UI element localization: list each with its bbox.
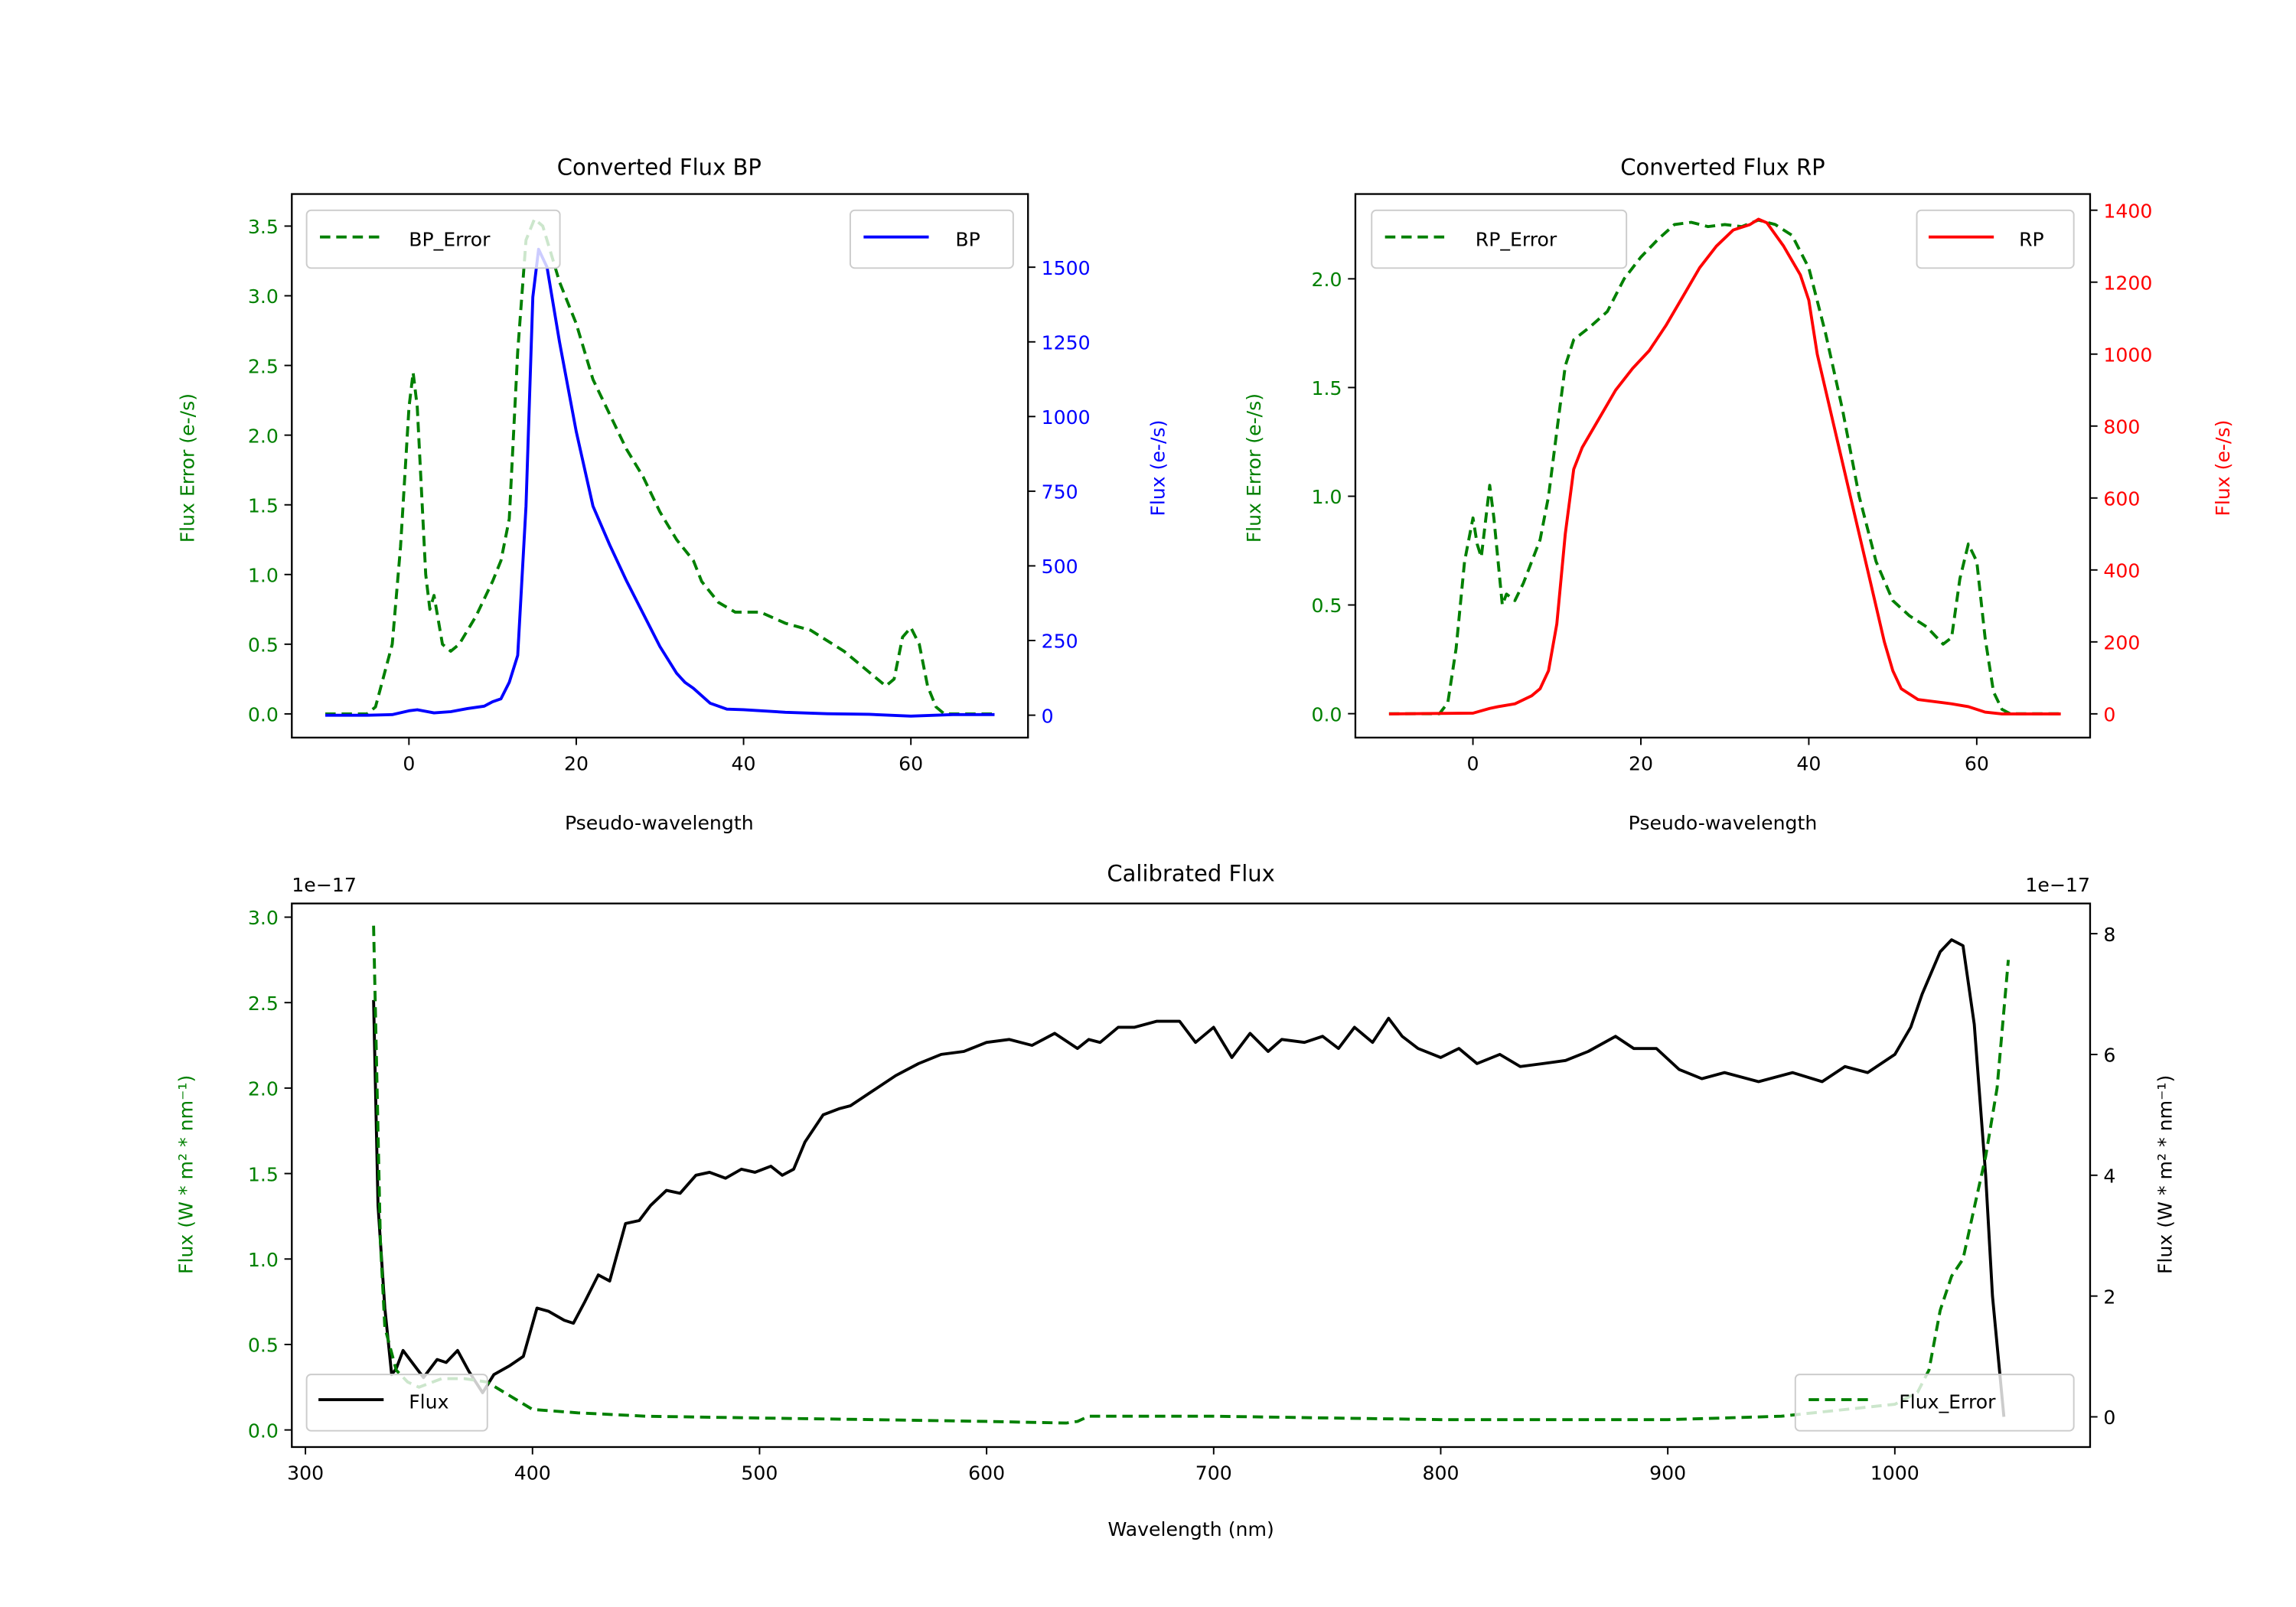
rp-legend-flux: RP bbox=[1916, 209, 2075, 269]
y2-tick-label: 0 bbox=[2103, 1407, 2115, 1429]
y2-tick-label: 250 bbox=[1042, 631, 1078, 653]
y-tick-label: 1.0 bbox=[248, 564, 279, 586]
x-tick-label: 60 bbox=[899, 752, 923, 774]
calibrated-panel: Calibrated Flux 1e−17 1e−17 300 400 500 600… bbox=[175, 861, 2177, 1540]
y2-tick-label: 600 bbox=[2103, 487, 2140, 510]
series-line-bp bbox=[325, 247, 995, 718]
y2-tick-label: 8 bbox=[2103, 924, 2115, 946]
x-tick-label: 1000 bbox=[1870, 1462, 1919, 1485]
y-tick-label: 0.0 bbox=[248, 704, 279, 726]
rp-plot-area: 0 20 40 60 0.0 0.5 1.0 1.5 2.0 0 200 400 600 800 1000 1… bbox=[1312, 193, 2152, 774]
y2-tick-label: 1500 bbox=[1042, 257, 1091, 279]
y2-tick-label: 1000 bbox=[2103, 344, 2152, 366]
y2-tick-label: 6 bbox=[2103, 1045, 2115, 1067]
cal-xlabel: Wavelength (nm) bbox=[1107, 1518, 1274, 1540]
series-line-bp-error bbox=[325, 217, 995, 715]
bp-legend-error: BP_Error bbox=[305, 209, 561, 269]
rp-y2label: Flux (e-/s) bbox=[2212, 420, 2234, 517]
x-tick-label: 400 bbox=[514, 1462, 551, 1485]
cal-y2label: Flux (W * m² * nm⁻¹) bbox=[2154, 1075, 2176, 1274]
y-tick-label: 0.5 bbox=[248, 634, 279, 657]
y2-tick-label: 800 bbox=[2103, 416, 2140, 438]
x-tick-label: 40 bbox=[732, 752, 756, 774]
y-tick-label: 2.0 bbox=[248, 425, 279, 447]
y2-tick-label: 200 bbox=[2103, 632, 2140, 654]
cal-legend-flux-label: Flux bbox=[409, 1391, 448, 1413]
x-tick-label: 20 bbox=[1629, 752, 1653, 774]
y-tick-label: 1.0 bbox=[248, 1249, 279, 1271]
y-tick-label: 0.0 bbox=[1312, 703, 1342, 725]
y-tick-label: 3.0 bbox=[248, 285, 279, 308]
rp-legend-error: RP_Error bbox=[1371, 209, 1628, 269]
axes-frame bbox=[291, 193, 1029, 739]
rp-title: Converted Flux RP bbox=[1620, 154, 1825, 180]
y2-tick-label: 750 bbox=[1042, 481, 1078, 504]
cal-title: Calibrated Flux bbox=[1107, 861, 1274, 887]
cal-ylabel: Flux (W * m² * nm⁻¹) bbox=[175, 1075, 197, 1274]
rp-panel: Converted Flux RP 0 20 40 60 0.0 0.5 1.0 1.5 2.0… bbox=[1243, 154, 2234, 833]
y-tick-label: 3.5 bbox=[248, 216, 279, 238]
cal-legend-error-label: Flux_Error bbox=[1899, 1391, 1996, 1413]
y2-tick-label: 4 bbox=[2103, 1165, 2115, 1187]
bp-panel: Converted Flux BP 0 20 40 60 0.0 0.5 1.0 1.5 2.0… bbox=[177, 154, 1169, 833]
bp-plot-area: 0 20 40 60 0.0 0.5 1.0 1.5 2.0 2.5 3.0 3.5 0 250 500 75… bbox=[248, 193, 1091, 774]
y-tick-label: 2.5 bbox=[248, 993, 279, 1015]
y-tick-label: 0.0 bbox=[248, 1420, 279, 1442]
axes-frame bbox=[1354, 193, 2092, 739]
y2-tick-label: 1000 bbox=[1042, 406, 1091, 429]
y2-tick-label: 2 bbox=[2103, 1286, 2115, 1308]
series-line-flux bbox=[372, 938, 2006, 1417]
y-tick-label: 0.5 bbox=[248, 1335, 279, 1357]
y2-tick-label: 0 bbox=[1042, 705, 1054, 727]
rp-xlabel: Pseudo-wavelength bbox=[1629, 812, 1818, 834]
y2-tick-label: 400 bbox=[2103, 559, 2140, 582]
y2-tick-label: 0 bbox=[2103, 704, 2115, 726]
y-tick-label: 2.0 bbox=[248, 1078, 279, 1100]
x-tick-label: 0 bbox=[1467, 752, 1479, 774]
x-tick-label: 20 bbox=[564, 752, 589, 774]
y-tick-label: 1.5 bbox=[248, 1163, 279, 1185]
bp-y2label: Flux (e-/s) bbox=[1146, 420, 1169, 517]
cal-legend-error: Flux_Error bbox=[1794, 1374, 2075, 1432]
y-tick-label: 1.5 bbox=[248, 494, 279, 517]
x-tick-label: 300 bbox=[287, 1462, 324, 1485]
cal-plot-area: 300 400 500 600 700 800 900 1000 0.0 0.5 1.0 1.5 2.0… bbox=[248, 902, 2115, 1485]
y2-tick-label: 1200 bbox=[2103, 272, 2152, 294]
cal-offset-left: 1e−17 bbox=[292, 874, 357, 896]
series-line-rp bbox=[1388, 217, 2061, 715]
bp-legend-flux-label: BP bbox=[955, 228, 980, 250]
axes-frame bbox=[291, 902, 2092, 1449]
rp-ylabel: Flux Error (e-/s) bbox=[1243, 393, 1265, 543]
cal-legend-flux: Flux bbox=[305, 1374, 488, 1432]
x-tick-label: 0 bbox=[403, 752, 415, 774]
x-tick-label: 40 bbox=[1796, 752, 1821, 774]
y-tick-label: 2.5 bbox=[248, 355, 279, 377]
x-tick-label: 800 bbox=[1422, 1462, 1459, 1485]
x-tick-label: 900 bbox=[1649, 1462, 1686, 1485]
bp-ylabel: Flux Error (e-/s) bbox=[177, 393, 199, 543]
x-tick-label: 700 bbox=[1195, 1462, 1232, 1485]
y-tick-label: 1.0 bbox=[1312, 486, 1342, 508]
x-tick-label: 500 bbox=[741, 1462, 778, 1485]
series-line-rp-error bbox=[1388, 218, 2061, 715]
bp-legend-flux: BP bbox=[850, 209, 1014, 269]
bp-xlabel: Pseudo-wavelength bbox=[565, 812, 754, 834]
y-tick-label: 1.5 bbox=[1312, 377, 1342, 399]
y2-tick-label: 1250 bbox=[1042, 331, 1091, 354]
cal-offset-right: 1e−17 bbox=[2025, 874, 2090, 896]
y2-tick-label: 1400 bbox=[2103, 200, 2152, 222]
bp-title: Converted Flux BP bbox=[557, 154, 762, 180]
series-line-flux-error bbox=[372, 925, 2011, 1425]
y-tick-label: 0.5 bbox=[1312, 595, 1342, 617]
bp-legend-error-label: BP_Error bbox=[409, 228, 491, 250]
y-tick-label: 2.0 bbox=[1312, 269, 1342, 291]
x-tick-label: 60 bbox=[1965, 752, 1989, 774]
y2-tick-label: 500 bbox=[1042, 556, 1078, 578]
y-tick-label: 3.0 bbox=[248, 907, 279, 929]
x-tick-label: 600 bbox=[968, 1462, 1005, 1485]
rp-legend-error-label: RP_Error bbox=[1476, 228, 1557, 250]
rp-legend-flux-label: RP bbox=[2019, 228, 2044, 250]
